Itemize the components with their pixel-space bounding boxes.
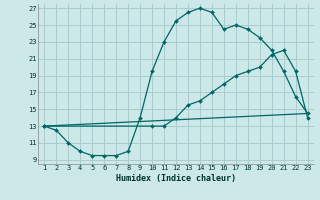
- X-axis label: Humidex (Indice chaleur): Humidex (Indice chaleur): [116, 174, 236, 183]
